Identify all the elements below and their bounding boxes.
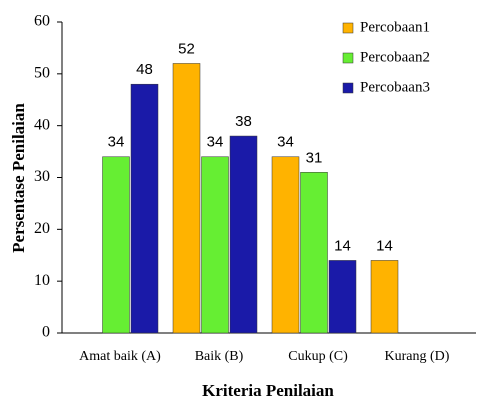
- bar: [102, 156, 130, 334]
- legend-label: Percobaan3: [360, 79, 430, 95]
- data-label: 34: [108, 134, 125, 151]
- bar: [328, 260, 357, 334]
- y-tick-label: 20: [34, 220, 50, 237]
- y-tick-label: 40: [34, 116, 50, 133]
- data-label: 48: [136, 61, 153, 78]
- legend-swatch: [342, 22, 354, 34]
- y-tick-label: 50: [34, 65, 50, 82]
- x-tick-label: Cukup (C): [288, 349, 348, 364]
- data-label: 34: [207, 134, 224, 151]
- bar: [229, 135, 258, 334]
- data-label: 31: [306, 149, 323, 166]
- data-label: 52: [178, 40, 195, 57]
- x-axis-title: Kriteria Penilaian: [202, 381, 334, 400]
- legend-swatch: [342, 82, 354, 94]
- y-tick-label: 10: [34, 272, 50, 289]
- legend-swatch: [342, 52, 354, 64]
- bar: [271, 156, 300, 334]
- y-tick-label: 60: [34, 13, 50, 30]
- x-tick-label: Kurang (D): [385, 349, 450, 364]
- bar: [130, 83, 159, 334]
- y-axis-title: Persentase Penilaian: [9, 103, 28, 253]
- legend-label: Percobaan1: [360, 19, 430, 35]
- data-label: 14: [376, 237, 393, 254]
- x-tick-label: Amat baik (A): [79, 349, 161, 364]
- data-label: 34: [277, 134, 294, 151]
- y-tick-label: 0: [42, 324, 50, 341]
- data-label: 38: [235, 113, 252, 130]
- bar: [201, 156, 229, 334]
- bar: [300, 172, 328, 334]
- y-tick-label: 30: [34, 168, 50, 185]
- data-label: 14: [334, 237, 351, 254]
- x-tick-label: Baik (B): [195, 349, 244, 364]
- bar: [172, 63, 201, 334]
- legend-label: Percobaan2: [360, 49, 430, 65]
- bar: [370, 260, 399, 334]
